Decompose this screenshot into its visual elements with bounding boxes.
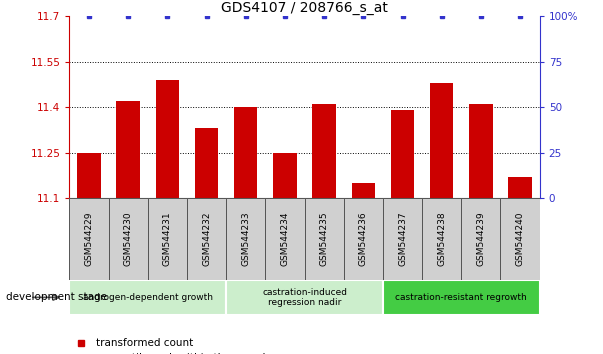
Bar — [195, 129, 218, 198]
Bar — [500, 198, 540, 280]
Text: castration-resistant regrowth: castration-resistant regrowth — [396, 293, 527, 302]
Text: development stage: development stage — [6, 292, 107, 302]
Bar — [69, 198, 109, 280]
Text: GSM544240: GSM544240 — [516, 212, 525, 266]
Bar — [77, 153, 101, 198]
Text: GSM544230: GSM544230 — [124, 212, 133, 266]
Text: GSM544229: GSM544229 — [84, 212, 93, 266]
Text: castration-induced
regression nadir: castration-induced regression nadir — [262, 288, 347, 307]
Text: GSM544233: GSM544233 — [241, 212, 250, 266]
Bar — [352, 183, 375, 198]
Bar — [234, 107, 257, 198]
Bar — [116, 101, 140, 198]
Text: GSM544234: GSM544234 — [280, 212, 289, 266]
Text: percentile rank within the sample: percentile rank within the sample — [96, 353, 273, 354]
Text: GSM544237: GSM544237 — [398, 212, 407, 266]
Text: GSM544238: GSM544238 — [437, 212, 446, 266]
Text: GSM544236: GSM544236 — [359, 212, 368, 266]
Text: GSM544239: GSM544239 — [476, 212, 485, 266]
Text: GSM544232: GSM544232 — [202, 212, 211, 266]
Bar — [265, 198, 305, 280]
Bar — [422, 198, 461, 280]
Bar — [156, 80, 179, 198]
Bar — [344, 198, 383, 280]
Bar — [430, 83, 453, 198]
Bar — [226, 280, 383, 315]
Bar — [69, 280, 226, 315]
Bar — [305, 198, 344, 280]
Text: androgen-dependent growth: androgen-dependent growth — [83, 293, 213, 302]
Bar — [383, 198, 422, 280]
Bar — [187, 198, 226, 280]
Bar — [469, 104, 493, 198]
Bar — [391, 110, 414, 198]
Text: GSM544235: GSM544235 — [320, 212, 329, 266]
Bar — [226, 198, 265, 280]
Bar — [508, 177, 532, 198]
Bar — [109, 198, 148, 280]
Bar — [273, 153, 297, 198]
Bar — [312, 104, 336, 198]
Bar — [148, 198, 187, 280]
Bar — [461, 198, 500, 280]
Bar — [383, 280, 540, 315]
Text: transformed count: transformed count — [96, 338, 194, 348]
Text: GSM544231: GSM544231 — [163, 212, 172, 266]
Title: GDS4107 / 208766_s_at: GDS4107 / 208766_s_at — [221, 1, 388, 15]
